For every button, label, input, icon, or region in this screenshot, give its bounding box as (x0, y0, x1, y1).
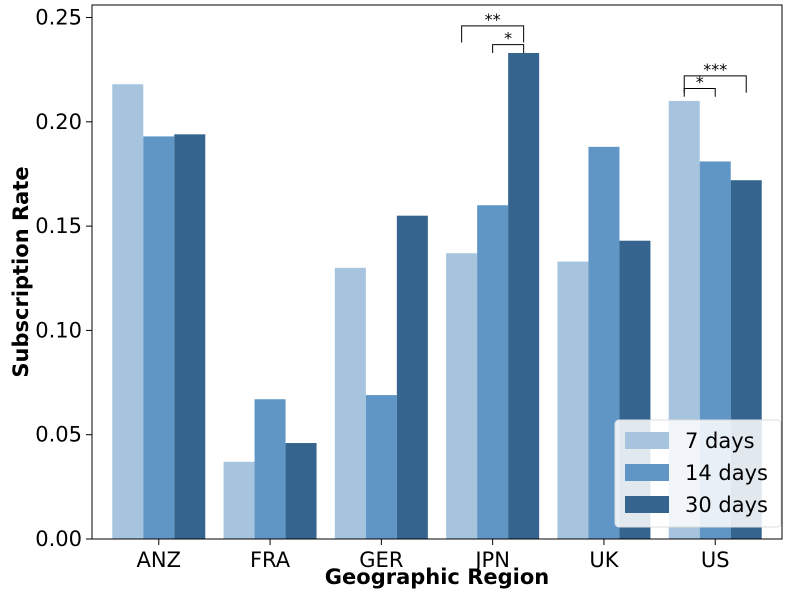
x-tick-label-ger: GER (359, 548, 403, 572)
legend-swatch-14-days (625, 464, 669, 481)
significance-bracket (492, 44, 525, 53)
bar-anz-14-days (143, 136, 175, 539)
legend-label-30-days: 30 days (685, 493, 768, 517)
y-tick-label: 0.10 (35, 318, 82, 342)
significance-label: ** (485, 10, 501, 29)
x-tick-label-fra: FRA (250, 548, 291, 572)
bar-ger-7-days (334, 267, 366, 539)
significance-label: * (696, 72, 704, 91)
y-axis-title: Subscription Rate (9, 166, 33, 377)
legend-swatch-7-days (625, 432, 669, 449)
bar-jpn-7-days (446, 253, 478, 539)
bar-fra-30-days (285, 443, 317, 539)
x-tick-label-jpn: JPN (473, 548, 510, 572)
legend-label-14-days: 14 days (685, 461, 768, 485)
legend-swatch-30-days (625, 496, 669, 513)
legend-label-7-days: 7 days (685, 429, 755, 453)
bar-ger-14-days (365, 395, 397, 539)
significance-bracket (683, 75, 747, 93)
significance-annotations: ******* (461, 10, 747, 97)
x-tick-label-anz: ANZ (137, 548, 181, 572)
bar-anz-30-days (174, 134, 206, 539)
bars-group (112, 52, 762, 539)
significance-bracket (683, 87, 716, 97)
plot-frame (91, 4, 783, 540)
significance-label: * (504, 29, 512, 48)
y-tick-label: 0.25 (35, 6, 82, 30)
y-axis: 0.00 0.05 0.10 0.15 0.20 0.25 (35, 6, 92, 551)
y-tick-label: 0.00 (35, 527, 82, 551)
bar-fra-14-days (254, 399, 286, 539)
y-tick-label: 0.20 (35, 110, 82, 134)
bar-uk-7-days (557, 261, 589, 539)
bar-uk-14-days (588, 146, 620, 539)
significance-bracket (461, 25, 525, 43)
x-axis-title: Geographic Region (325, 565, 549, 589)
y-tick-label: 0.05 (35, 423, 82, 447)
x-axis: ANZ FRA GER JPN UK US (137, 539, 730, 572)
significance-label: *** (703, 60, 727, 79)
bar-jpn-14-days (477, 205, 509, 539)
legend: 7 days 14 days 30 days (614, 419, 782, 528)
bar-anz-7-days (112, 84, 144, 539)
x-tick-label-uk: UK (589, 548, 619, 572)
bar-fra-7-days (223, 461, 255, 539)
y-tick-label: 0.15 (35, 214, 82, 238)
bar-ger-30-days (396, 215, 428, 539)
x-tick-label-us: US (701, 548, 730, 572)
bar-jpn-30-days (508, 52, 540, 539)
